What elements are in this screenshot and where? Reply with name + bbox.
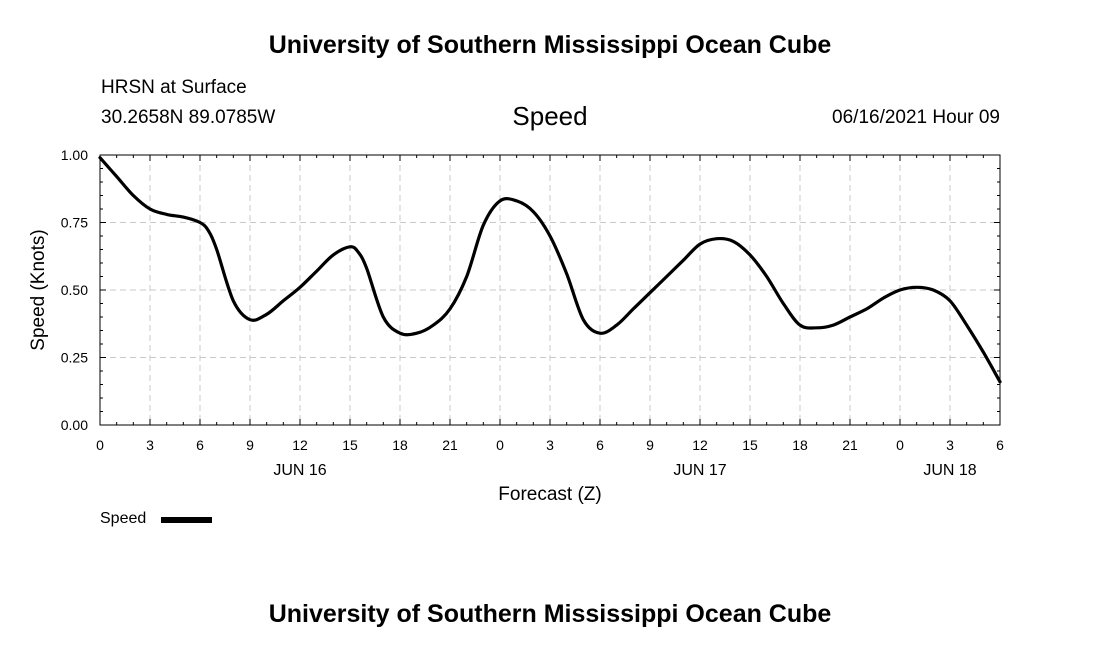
x-tick-label: 0 <box>96 437 104 453</box>
y-tick-label: 0.75 <box>61 215 88 231</box>
y-tick-label: 0.25 <box>61 350 88 366</box>
station-coordinates: 30.2658N 89.0785W <box>101 107 276 128</box>
legend-swatch <box>161 517 212 523</box>
x-tick-label: 9 <box>646 437 654 453</box>
x-tick-label: 12 <box>292 437 308 453</box>
x-tick-label: 6 <box>596 437 604 453</box>
axis-labels: 0 3 6 9 12 15 18 21 0 3 6 9 12 15 18 21 0 3 6 0.00 0.25 0.50 0… <box>28 147 1004 505</box>
x-tick-label: 0 <box>496 437 504 453</box>
station-label: HRSN at Surface <box>101 77 247 98</box>
site-title-bottom: University of Southern Mississippi Ocean… <box>268 600 832 628</box>
x-tick-label: 15 <box>742 437 758 453</box>
x-tick-label: 18 <box>392 437 408 453</box>
series-layer <box>98 156 1002 384</box>
y-tick-label: 0.50 <box>61 282 88 298</box>
date-label: JUN 18 <box>923 462 976 479</box>
y-tick-label: 0.00 <box>61 417 88 433</box>
x-tick-label: 3 <box>546 437 554 453</box>
site-title-top: University of Southern Mississippi Ocean… <box>268 31 832 59</box>
x-tick-label: 9 <box>246 437 254 453</box>
issued-datetime: 06/16/2021 Hour 09 <box>832 107 1000 128</box>
grid-lines <box>100 155 1000 425</box>
x-tick-label: 6 <box>196 437 204 453</box>
x-axis-title: Forecast (Z) <box>498 484 601 505</box>
date-label: JUN 17 <box>673 462 726 479</box>
date-label: JUN 16 <box>273 462 326 479</box>
speed-series-line <box>98 156 1002 384</box>
x-tick-label: 21 <box>442 437 458 453</box>
x-tick-label: 3 <box>946 437 954 453</box>
x-tick-label: 6 <box>996 437 1004 453</box>
x-tick-label: 18 <box>792 437 808 453</box>
y-tick-label: 1.00 <box>61 147 88 163</box>
x-tick-label: 0 <box>896 437 904 453</box>
x-tick-label: 15 <box>342 437 358 453</box>
chart-title: Speed <box>512 101 588 131</box>
x-tick-label: 12 <box>692 437 708 453</box>
y-axis-title: Speed (Knots) <box>28 229 49 350</box>
plot-frame <box>99 154 1001 426</box>
x-tick-label: 3 <box>146 437 154 453</box>
legend-label: Speed <box>100 510 147 527</box>
x-tick-label: 21 <box>842 437 858 453</box>
